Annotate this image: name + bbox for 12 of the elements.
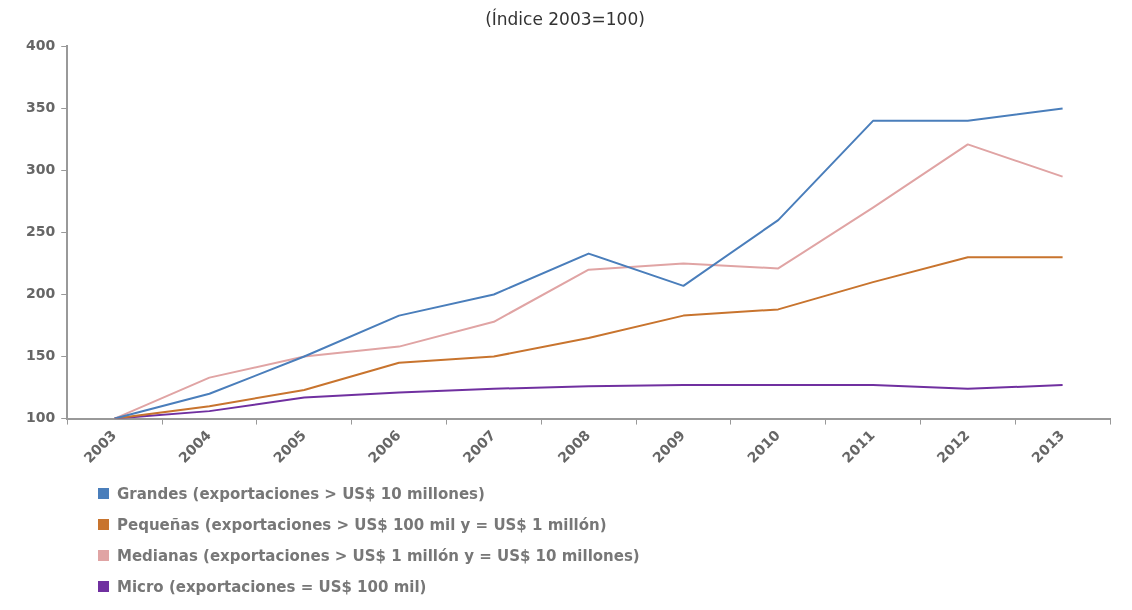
y-tick-label: 200 xyxy=(25,285,56,302)
y-tick-label: 100 xyxy=(25,409,56,426)
legend-label: Pequeñas (exportaciones > US$ 100 mil y = US$ 1 millón) xyxy=(117,515,607,534)
legend-label: Grandes (exportaciones > US$ 10 millones) xyxy=(117,484,485,503)
chart-title: (Índice 2003=100) xyxy=(485,7,645,29)
y-tick-label: 300 xyxy=(25,161,56,178)
y-tick-label: 250 xyxy=(25,223,56,240)
legend-label: Medianas (exportaciones > US$ 1 millón y = US$ 10 millones) xyxy=(117,546,640,565)
y-tick-label: 350 xyxy=(25,99,56,116)
y-tick-label: 150 xyxy=(25,347,56,364)
y-tick-label: 400 xyxy=(25,37,56,54)
legend-label: Micro (exportaciones = US$ 100 mil) xyxy=(117,577,427,596)
